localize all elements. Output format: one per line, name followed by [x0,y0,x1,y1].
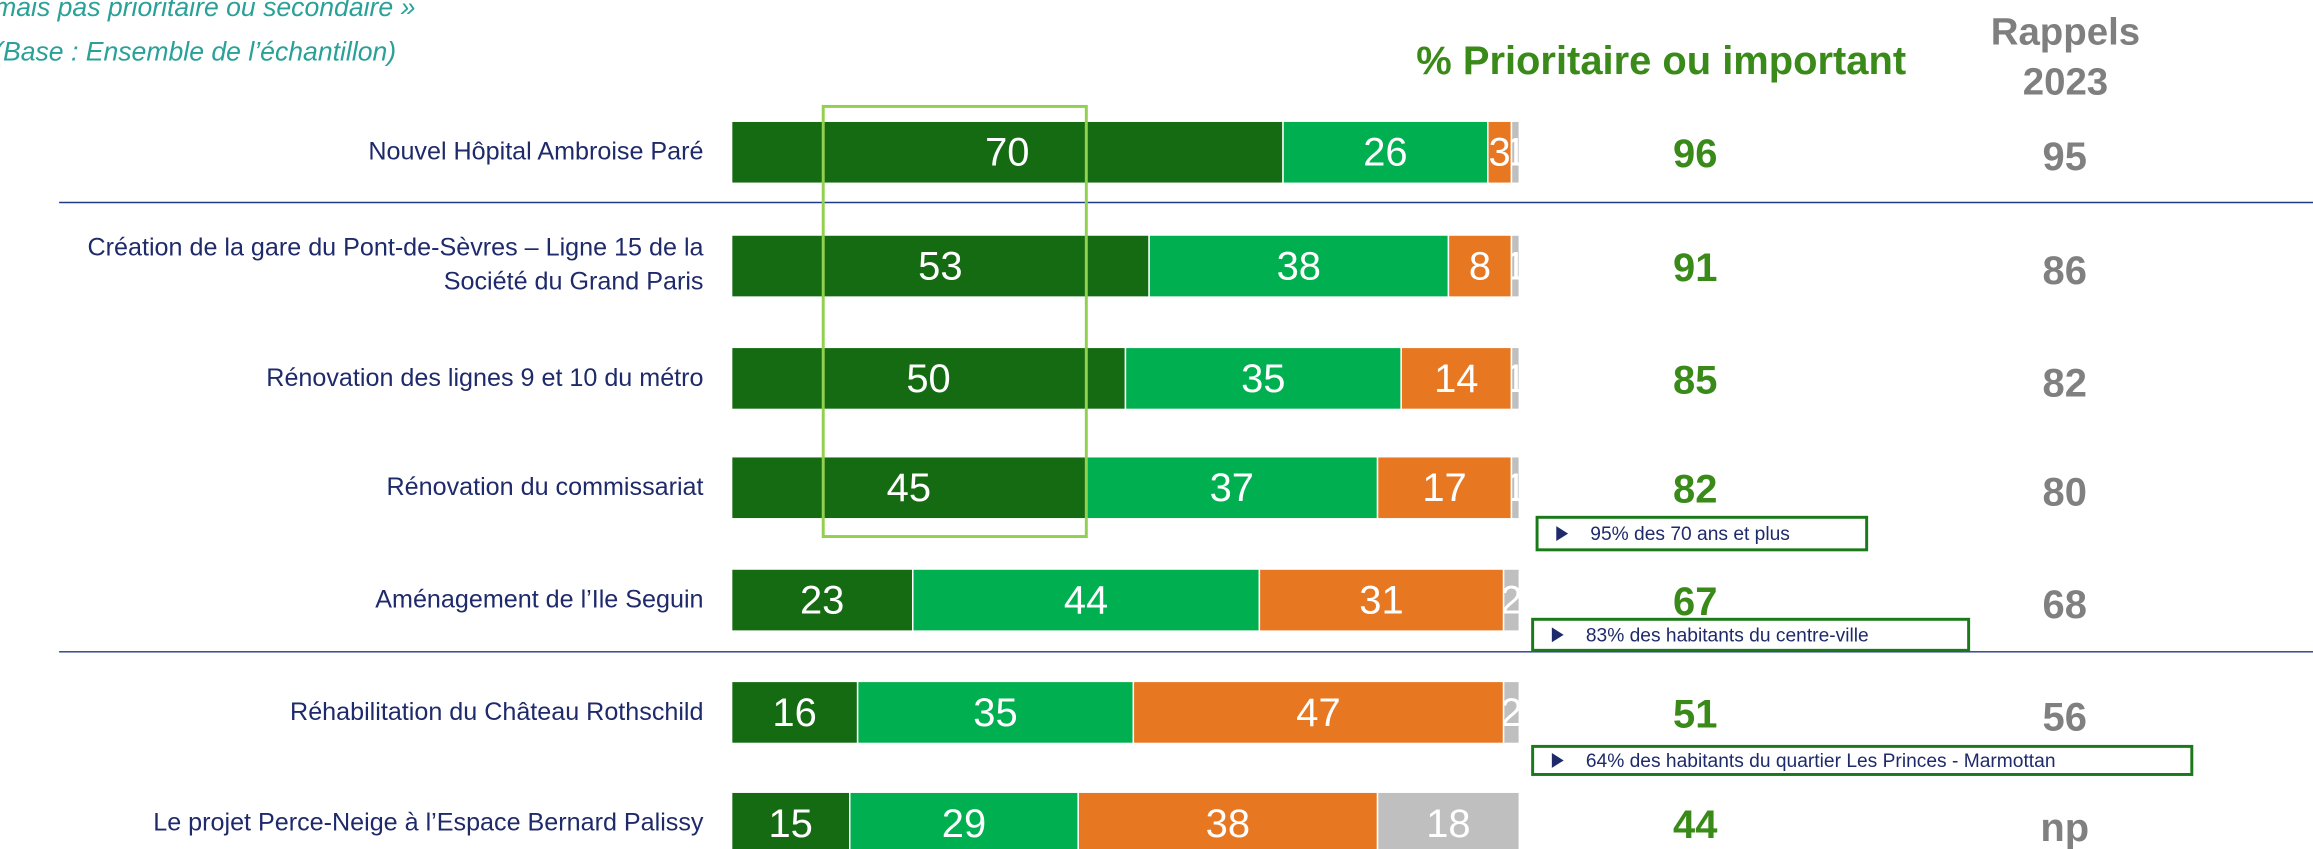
bar-segment [1510,120,1521,185]
category-label: Rénovation du commissariat [386,472,704,501]
value-label: 50 [906,357,950,401]
annotation-box [1531,617,1971,652]
value-label: 1 [1504,245,1526,289]
recall-value: 56 [2043,695,2087,739]
value-label: 53 [918,245,962,289]
recall-value: 80 [2043,471,2087,515]
bar-segment [730,680,859,745]
value-label: 35 [1241,357,1285,401]
recall-header: Rappels 2023 [1990,9,2141,104]
value-label: 45 [887,466,931,510]
bar-segment [849,791,1079,849]
value-label: 3 [1489,131,1511,175]
value-label: 26 [1363,131,1407,175]
annotation-arrow [1551,627,1564,643]
bar-segment [1502,568,1521,632]
recall-value: np [2040,806,2089,849]
annotation-text: 83% des habitants du centre-ville [1586,625,1869,646]
bar-segment [1124,346,1402,411]
value-label: 38 [1206,802,1250,846]
total-value: 85 [1673,358,1717,402]
value-label: 14 [1434,357,1478,401]
bar-segment [1132,680,1505,745]
recall-value: 68 [2043,583,2087,627]
category-label: Le projet Perce-Neige à l’Espace Bernard… [153,807,704,836]
subtitle: mais pas prioritaire ou secondaire » [0,0,415,22]
value-label: 37 [1210,466,1254,510]
bar-segment [856,680,1135,745]
category-box: Le projet Perce-Neige à l’Espace Bernard… [153,807,704,836]
bar-segment [730,346,1127,411]
category-label: Aménagement de l’Ile Seguin [375,584,704,613]
total-header: % Prioritaire ou important [1416,39,1906,83]
category-box: Aménagement de l’Ile Seguin [375,584,704,613]
value-label: 2 [1500,579,1522,623]
bar-segment [1258,568,1505,632]
value-label: 38 [1277,245,1321,289]
bar-segment [1502,680,1521,745]
value-label: 16 [772,691,816,735]
value-label: 18 [1426,802,1470,846]
subtitle: (Base : Ensemble de l’échantillon) [0,36,396,66]
bar-segment [1148,234,1450,298]
value-label: 23 [800,579,844,623]
bar-segment [1447,234,1513,298]
category-label: Nouvel Hôpital Ambroise Paré [368,136,704,165]
value-label: 1 [1504,466,1526,510]
bar-segment [730,234,1150,298]
total-value: 91 [1673,246,1717,290]
category-label: Création de la gare du Pont-de-Sèvres – … [87,233,704,296]
category-box: Rénovation des lignes 9 et 10 du métro [266,362,704,391]
value-label: 47 [1296,691,1340,735]
value-label: 31 [1359,579,1403,623]
value-label: 44 [1064,579,1108,623]
annotation-arrow [1551,753,1564,768]
bar-segment [1400,346,1513,411]
recall-value: 86 [2043,249,2087,293]
value-label: 70 [985,131,1029,175]
category-box: Création de la gare du Pont-de-Sèvres – … [87,233,704,296]
category-box: Nouvel Hôpital Ambroise Paré [368,136,704,165]
annotation-box [1535,515,1869,552]
value-label: 15 [768,802,812,846]
recall-value: 82 [2043,361,2087,405]
category-label: Rénovation des lignes 9 et 10 du métro [266,362,704,391]
total-value: 51 [1673,692,1717,736]
category-box: Rénovation du commissariat [386,472,704,501]
recall-header-box: Rappels 2023 [1990,9,2141,104]
bar-segment [1376,455,1513,520]
annotation-box [1531,744,2194,776]
bar-segment [1510,455,1521,520]
value-label: 1 [1504,131,1526,175]
bar-segment [730,455,1087,520]
category-box: Réhabilitation du Château Rothschild [290,696,704,726]
annotation-arrow [1556,526,1569,541]
value-label: 2 [1500,691,1522,735]
value-label: 35 [973,691,1017,735]
highlight-box [821,104,1088,539]
value-label: 1 [1504,357,1526,401]
total-value: 44 [1673,803,1717,847]
value-label: 8 [1469,245,1491,289]
category-label: Réhabilitation du Château Rothschild [290,696,704,726]
total-value: 67 [1673,580,1717,624]
recall-value: 95 [2043,135,2087,179]
bar-segment [1510,346,1521,411]
bar-segment [1510,234,1521,298]
total-value: 96 [1673,132,1717,176]
bar-segment [1077,791,1379,849]
value-label: 29 [942,802,986,846]
bar-segment [1085,455,1379,520]
value-label: 17 [1422,466,1466,510]
bar-segment [1282,120,1489,185]
annotation-text: 95% des 70 ans et plus [1590,524,1790,545]
annotation-text: 64% des habitants du quartier Les Prince… [1586,751,2056,772]
total-value: 82 [1673,468,1717,512]
bar-segment [1376,791,1521,849]
bar-segment [912,568,1261,632]
